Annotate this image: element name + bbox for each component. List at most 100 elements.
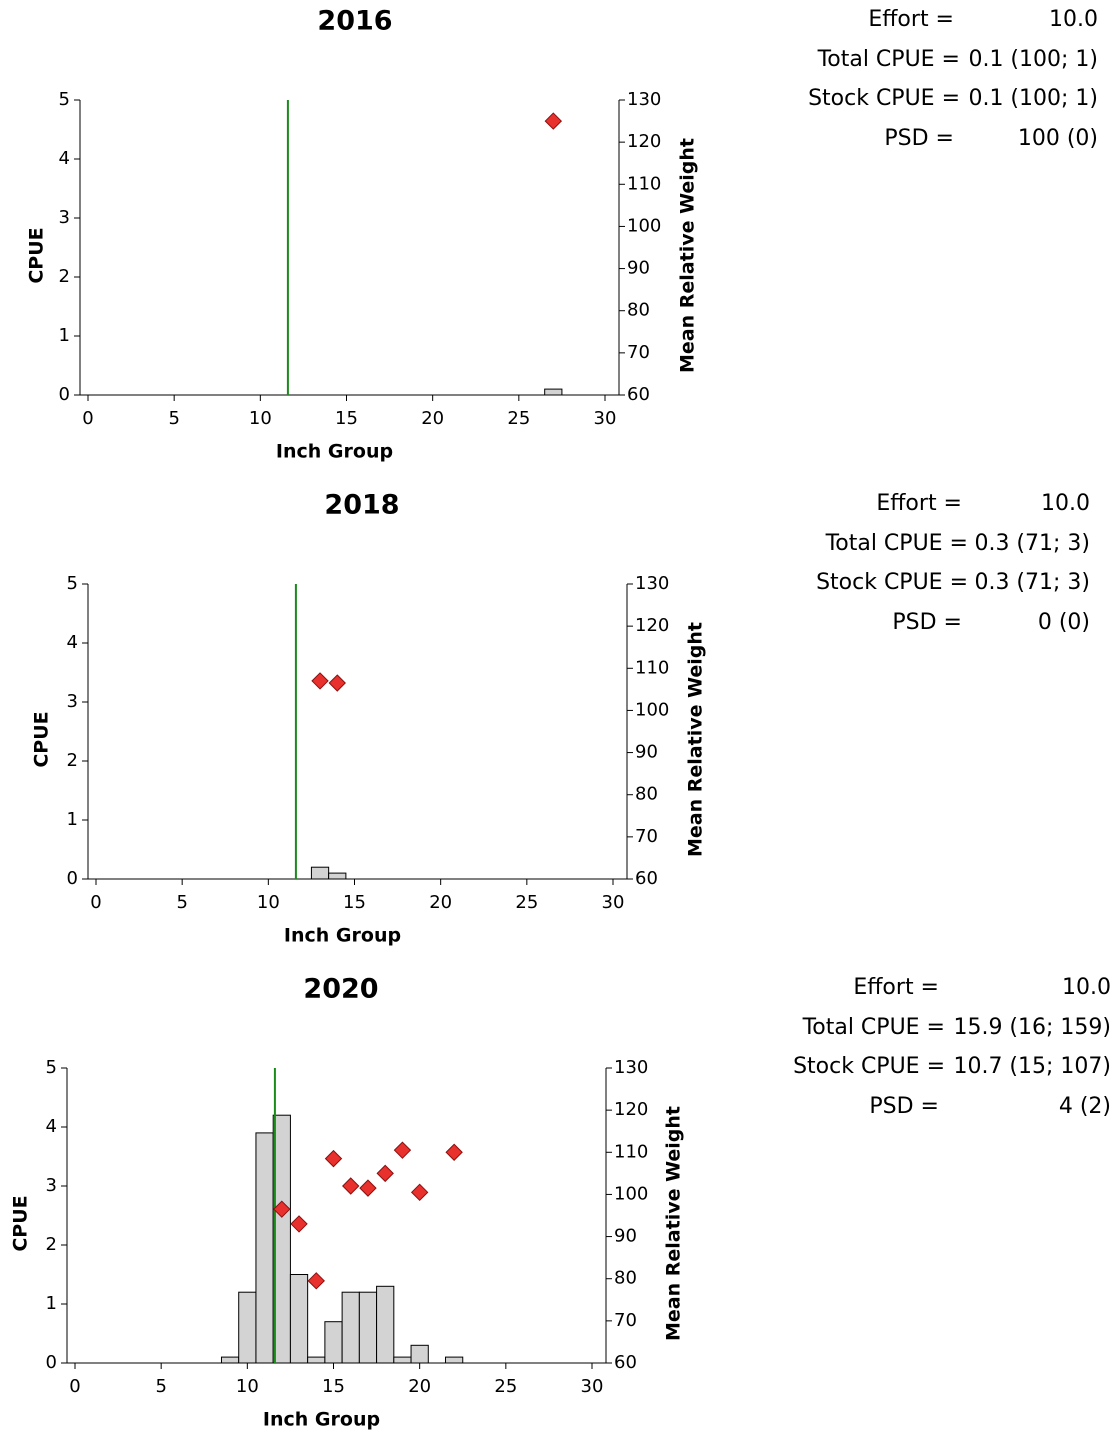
y-axis-title: CPUE <box>26 227 48 283</box>
x-tick-label: 15 <box>335 408 358 429</box>
effort-value: 10.0 <box>1049 7 1098 32</box>
psd-label: PSD = <box>892 609 962 635</box>
y-tick-label: 5 <box>46 1057 57 1078</box>
y2-axis-title: Mean Relative Weight <box>677 138 699 373</box>
x-tick-label: 30 <box>581 1376 604 1397</box>
chart-title: 2018 <box>324 490 399 521</box>
y2-tick-label: 60 <box>627 384 650 405</box>
stats-block-2020: Effort = 10.0 Total CPUE = 15.9 (16; 159… <box>755 968 1111 1126</box>
y2-tick-label: 70 <box>635 826 658 847</box>
stock-cpue-value: 10.7 (15; 107) <box>953 1054 1111 1079</box>
x-tick-label: 0 <box>82 408 93 429</box>
y-axis-title: CPUE <box>31 711 53 767</box>
total-cpue-value: 0.1 (100; 1) <box>968 46 1098 72</box>
x-tick-label: 10 <box>249 408 272 429</box>
stat-row-total-cpue: Total CPUE = 0.3 (71; 3) <box>778 524 1090 564</box>
y-tick-label: 1 <box>67 809 78 830</box>
cpue-bar <box>358 1291 378 1364</box>
effort-value: 10.0 <box>1062 975 1111 1000</box>
stat-row-effort: Effort = 10.0 <box>770 0 1098 40</box>
y2-tick-label: 110 <box>627 173 661 194</box>
cpue-bar <box>255 1132 274 1364</box>
x-tick-label: 25 <box>507 408 530 429</box>
cpue-bar <box>289 1274 309 1364</box>
y2-tick-label: 90 <box>635 742 658 763</box>
stat-row-effort: Effort = 10.0 <box>778 484 1090 524</box>
x-tick-label: 25 <box>515 892 538 913</box>
total-cpue-value: 15.9 (16; 159) <box>953 1014 1111 1040</box>
x-tick-label: 0 <box>69 1376 80 1397</box>
y-tick-label: 1 <box>46 1293 57 1314</box>
y-tick-label: 2 <box>59 266 70 287</box>
y2-axis-title: Mean Relative Weight <box>663 1106 685 1341</box>
stat-row-stock-cpue: Stock CPUE = 0.1 (100; 1) <box>770 79 1098 119</box>
stat-row-psd: PSD = 0 (0) <box>778 603 1090 643</box>
cpue-chart-2016: 2016 0 1 2 3 4 5 60 70 80 90 100 110 120 130 0 5 10 15 20 25… <box>26 6 699 463</box>
x-axis-title: Inch Group <box>284 925 401 947</box>
x-axis-title: Inch Group <box>263 1409 380 1431</box>
relative-weight-marker <box>376 1164 394 1183</box>
x-tick-label: 20 <box>429 892 452 913</box>
x-tick-label: 15 <box>322 1376 345 1397</box>
y-tick-label: 3 <box>46 1175 57 1196</box>
y-tick-label: 0 <box>46 1352 57 1373</box>
stock-cpue-value: 0.3 (71; 3) <box>974 570 1090 595</box>
total-cpue-label: Total CPUE = <box>802 1014 945 1040</box>
y-tick-label: 1 <box>59 325 70 346</box>
y2-tick-label: 80 <box>614 1268 637 1289</box>
stats-block-2018: Effort = 10.0 Total CPUE = 0.3 (71; 3) S… <box>778 484 1090 642</box>
y2-tick-label: 80 <box>627 300 650 321</box>
y2-tick-label: 100 <box>635 699 669 720</box>
y2-tick-label: 110 <box>614 1141 648 1162</box>
chart-panel-2020: 2020 0 1 2 3 4 5 60 70 80 90 100 110 120 130 0 5 10 15 20 25… <box>0 968 1115 1452</box>
stat-row-psd: PSD = 4 (2) <box>755 1087 1111 1127</box>
effort-value: 10.0 <box>1041 491 1090 516</box>
cpue-bar <box>376 1285 395 1364</box>
x-tick-label: 0 <box>90 892 101 913</box>
x-tick-label: 20 <box>408 1376 431 1397</box>
y2-tick-label: 120 <box>614 1099 648 1120</box>
relative-weight-marker <box>445 1143 463 1161</box>
cpue-bar <box>310 866 330 880</box>
y-tick-label: 3 <box>67 691 78 712</box>
relative-weight-marker <box>311 672 329 690</box>
x-tick-label: 5 <box>155 1376 166 1397</box>
relative-weight-marker <box>324 1149 343 1168</box>
relative-weight-marker <box>544 112 563 130</box>
x-axis-title: Inch Group <box>276 441 393 463</box>
y2-tick-label: 120 <box>635 615 669 636</box>
stat-row-stock-cpue: Stock CPUE = 10.7 (15; 107) <box>755 1047 1111 1087</box>
cpue-bar <box>393 1356 412 1364</box>
x-tick-label: 10 <box>257 892 280 913</box>
x-tick-label: 5 <box>176 892 187 913</box>
psd-value: 4 (2) <box>1058 1093 1111 1119</box>
cpue-chart-2020: 2020 0 1 2 3 4 5 60 70 80 90 100 110 120 130 0 5 10 15 20 25… <box>10 974 685 1431</box>
chart-title: 2016 <box>317 6 392 37</box>
total-cpue-value: 0.3 (71; 3) <box>974 530 1090 556</box>
stock-cpue-value: 0.1 (100; 1) <box>968 86 1098 111</box>
psd-label: PSD = <box>869 1093 939 1119</box>
x-tick-label: 30 <box>602 892 625 913</box>
cpue-bar <box>445 1356 464 1364</box>
effort-label: Effort = <box>853 975 939 1000</box>
y2-tick-label: 60 <box>614 1352 637 1373</box>
y-tick-label: 0 <box>67 868 78 889</box>
cpue-bar <box>544 388 563 396</box>
cpue-bar <box>324 1321 343 1364</box>
x-tick-label: 25 <box>494 1376 517 1397</box>
relative-weight-marker <box>410 1183 429 1202</box>
x-tick-label: 20 <box>421 408 444 429</box>
chart-panel-2018: 2018 0 1 2 3 4 5 60 70 80 90 100 110 120 130 0 5 10 15 20 25… <box>0 484 1115 968</box>
stat-row-total-cpue: Total CPUE = 0.1 (100; 1) <box>770 40 1098 80</box>
cpue-bar <box>307 1356 326 1364</box>
y2-axis-title: Mean Relative Weight <box>685 622 707 857</box>
x-tick-label: 10 <box>236 1376 259 1397</box>
relative-weight-marker <box>342 1177 360 1195</box>
y2-tick-label: 120 <box>627 131 661 152</box>
y-tick-label: 4 <box>46 1116 57 1137</box>
stats-block-2016: Effort = 10.0 Total CPUE = 0.1 (100; 1) … <box>770 0 1098 158</box>
cpue-bar <box>328 872 347 880</box>
y2-tick-label: 70 <box>627 342 650 363</box>
stock-cpue-label: Stock CPUE = <box>816 570 968 595</box>
y2-tick-label: 130 <box>627 89 661 110</box>
